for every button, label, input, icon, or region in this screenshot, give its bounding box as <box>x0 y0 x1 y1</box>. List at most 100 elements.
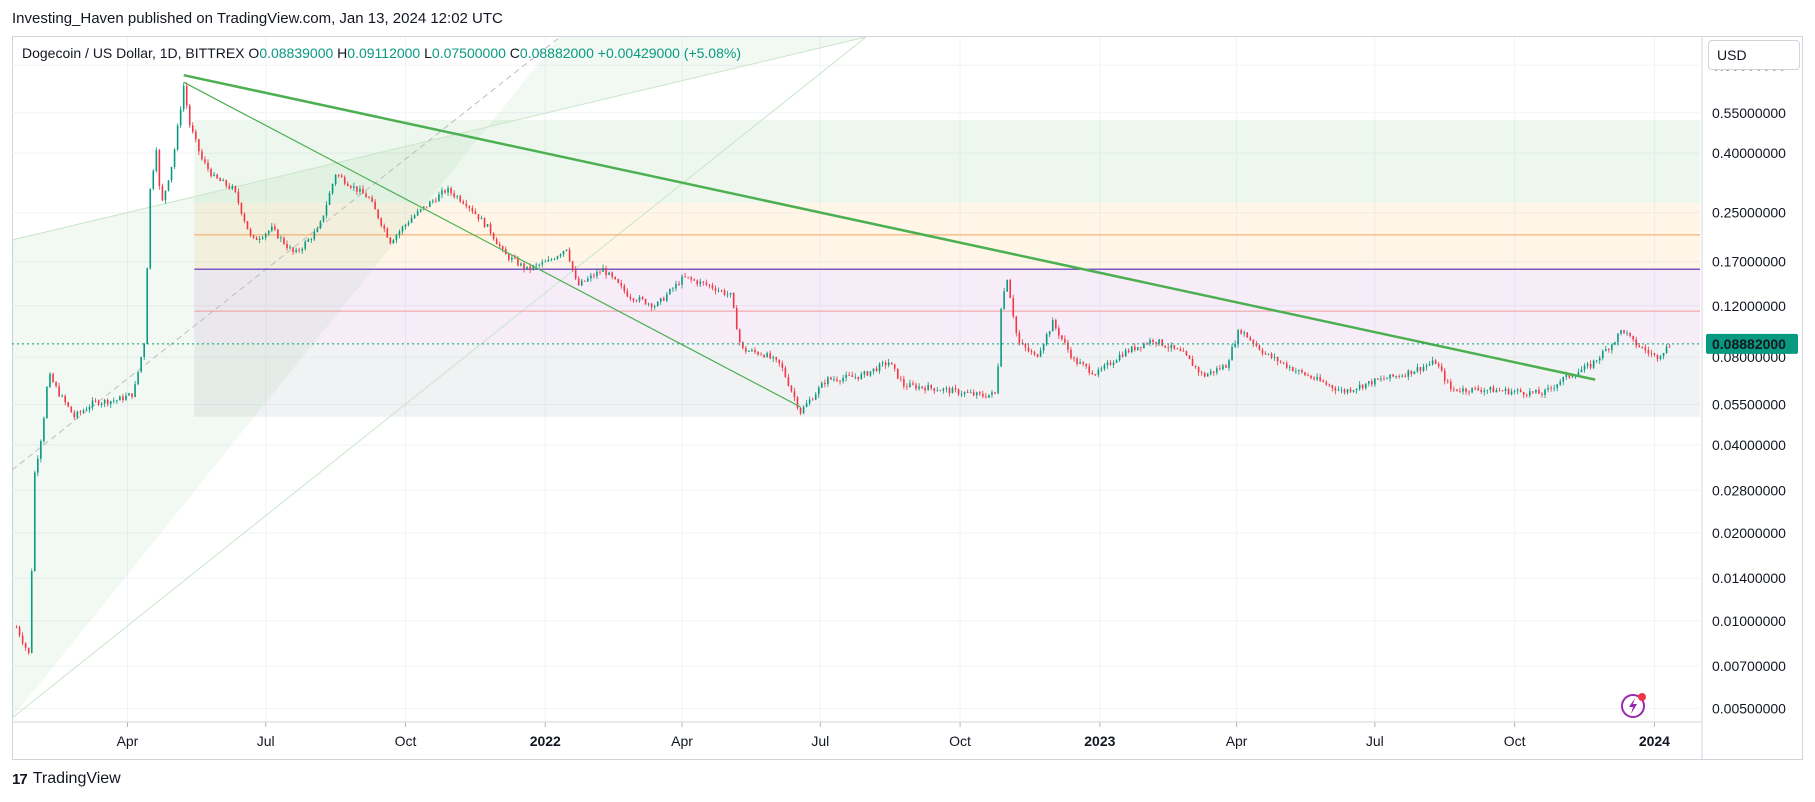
candle-body <box>1516 389 1519 391</box>
candle-body <box>1137 347 1139 351</box>
candle <box>836 376 838 383</box>
candle-body <box>687 276 689 278</box>
currency-button[interactable]: USD <box>1708 40 1800 70</box>
candle-body <box>1592 360 1595 368</box>
candle <box>1282 362 1285 365</box>
candle-body <box>398 231 401 235</box>
candle-body <box>1015 316 1018 333</box>
candle-body <box>1443 370 1446 381</box>
candle <box>1109 360 1112 366</box>
candle <box>419 208 422 213</box>
candle <box>1398 374 1400 379</box>
candle <box>666 291 668 303</box>
candle <box>398 229 401 239</box>
candle-body <box>1018 332 1021 343</box>
candle-body <box>732 292 735 309</box>
candle-body <box>708 284 711 286</box>
candle-body <box>702 281 705 283</box>
candle-body <box>173 149 176 167</box>
candle <box>523 262 525 273</box>
candle-body <box>1468 391 1470 393</box>
candle <box>912 380 914 386</box>
candle <box>1550 385 1552 392</box>
candle-body <box>912 383 914 385</box>
candle <box>1194 365 1197 369</box>
candle <box>368 195 370 199</box>
candle <box>1474 386 1476 391</box>
candle-body <box>629 296 632 299</box>
candle <box>626 288 629 298</box>
candle-body <box>119 396 121 401</box>
candle <box>1422 363 1425 373</box>
candle-body <box>85 409 88 411</box>
candle <box>1598 355 1601 365</box>
candle-body <box>1389 374 1391 379</box>
candle-body <box>1067 342 1069 350</box>
candle <box>33 470 36 572</box>
candle <box>459 194 462 203</box>
candle <box>1559 378 1562 387</box>
candle-body <box>1179 349 1182 351</box>
candle-body <box>492 233 495 240</box>
candle-body <box>1109 362 1112 365</box>
candle-body <box>735 308 738 330</box>
candle-body <box>106 399 109 405</box>
candle-body <box>669 288 671 295</box>
candle <box>1167 344 1170 352</box>
candle <box>1258 344 1261 351</box>
candle-body <box>125 395 127 400</box>
candle-body <box>271 226 273 231</box>
candle-body <box>930 384 933 389</box>
candle-body <box>593 275 595 277</box>
candle-body <box>1395 376 1397 377</box>
candle-body <box>404 224 407 227</box>
candle-body <box>1343 389 1346 393</box>
candle-body <box>1495 390 1498 393</box>
candle-body <box>866 371 869 376</box>
candle-body <box>73 412 76 418</box>
candle <box>1349 386 1352 393</box>
candle <box>1079 358 1081 365</box>
candle <box>258 236 261 244</box>
candle-body <box>234 186 237 192</box>
candle <box>963 391 966 398</box>
candle-body <box>1471 387 1473 393</box>
candle-body <box>1051 319 1054 332</box>
time-tick-label: Apr <box>117 733 139 749</box>
candle <box>198 138 200 156</box>
candle-body <box>985 396 987 398</box>
candle <box>204 156 206 165</box>
candle-body <box>413 215 416 219</box>
time-tick-label: Apr <box>671 733 693 749</box>
candle <box>699 278 702 287</box>
candle-body <box>289 247 291 249</box>
tradingview-brand[interactable]: 17 TradingView <box>12 770 121 788</box>
candle-body <box>1313 378 1315 380</box>
candle-body <box>1255 343 1258 346</box>
candle <box>85 406 88 411</box>
candle <box>1522 391 1525 399</box>
chart-frame[interactable] <box>12 36 1803 760</box>
lightning-icon[interactable] <box>1620 691 1648 719</box>
candle-body <box>517 258 519 266</box>
candle-body <box>717 290 720 292</box>
candle <box>1307 372 1309 377</box>
candle <box>766 351 768 358</box>
candle <box>271 222 273 233</box>
candle-body <box>1100 368 1103 370</box>
candle-body <box>137 371 139 385</box>
candle-body <box>1185 351 1188 356</box>
candle <box>58 382 60 398</box>
candle <box>939 389 942 392</box>
candle <box>1313 375 1315 381</box>
candle <box>851 371 854 377</box>
candle-body <box>972 392 975 396</box>
candle <box>249 227 252 238</box>
candle <box>307 237 310 243</box>
candle <box>1532 391 1534 394</box>
candle-body <box>1632 335 1634 340</box>
candle-body <box>508 254 510 260</box>
candle <box>924 385 926 394</box>
candle <box>1100 366 1103 373</box>
